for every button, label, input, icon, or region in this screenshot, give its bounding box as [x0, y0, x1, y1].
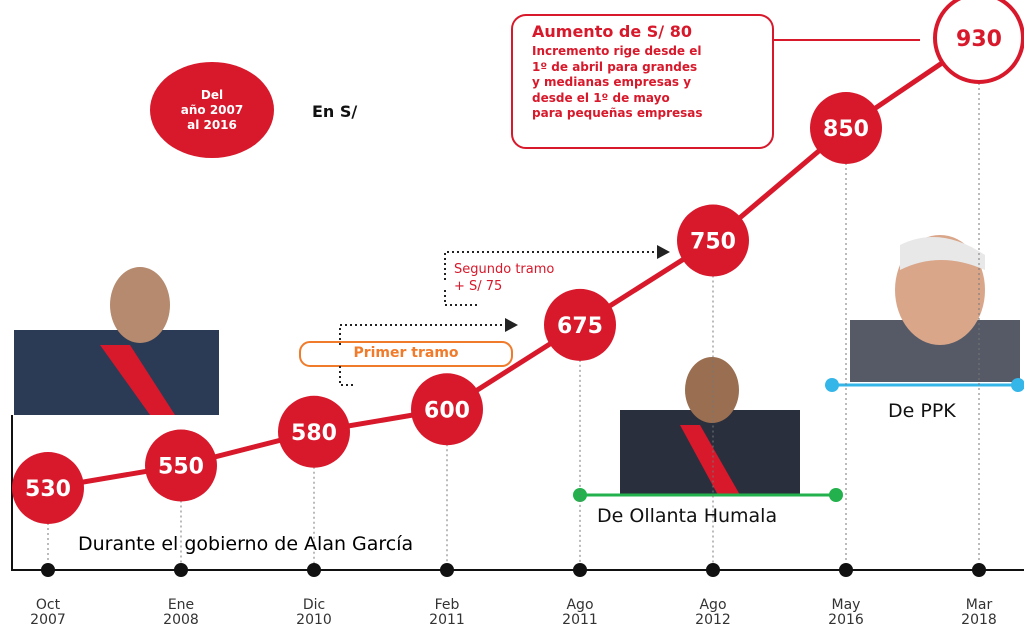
axis-dot — [307, 563, 321, 577]
axis-dot — [972, 563, 986, 577]
unit-note: En S/ — [312, 102, 358, 121]
annotation-box — [299, 341, 513, 367]
axis-dot — [174, 563, 188, 577]
x-tick-label: Dic 2010 — [296, 597, 332, 628]
annotation: Segundo tramo + S/ 75 — [454, 262, 555, 294]
value-label: 550 — [158, 455, 204, 480]
axis-dot — [440, 563, 454, 577]
x-tick-label: Ago 2011 — [562, 597, 598, 628]
axis-dot — [706, 563, 720, 577]
point — [278, 395, 350, 468]
period-label: Durante el gobierno de Alan García — [78, 533, 414, 555]
photo-garcia — [14, 267, 219, 415]
period-label: De PPK — [888, 400, 956, 422]
badge-text: Del año 2007 al 2016 — [180, 88, 244, 132]
badge-circle — [150, 62, 274, 158]
value-label: 930 — [956, 27, 1002, 52]
arrow — [339, 366, 356, 386]
x-tick-label: Ene 2008 — [163, 597, 199, 628]
callout-title: Aumento de S/ 80 — [532, 22, 692, 41]
x-tick-label: Mar 2018 — [961, 597, 997, 628]
value-label: 600 — [424, 398, 470, 423]
x-tick-label: Ago 2012 — [695, 597, 731, 628]
axis-dot — [839, 563, 853, 577]
period-dot — [825, 378, 839, 392]
point — [12, 452, 84, 524]
axis-dot — [41, 563, 55, 577]
x-tick-label: Oct 2007 — [30, 597, 66, 628]
annotation: Primer tramo — [353, 345, 459, 361]
point — [677, 204, 749, 277]
arrowhead — [505, 318, 518, 332]
arrowhead — [657, 245, 670, 259]
value-label: 580 — [291, 421, 337, 446]
period-dot — [829, 488, 843, 502]
point — [810, 92, 882, 164]
callout-text: Incremento rige desde el 1º de abril par… — [532, 44, 703, 120]
value-label: 530 — [25, 477, 71, 502]
point — [544, 288, 616, 361]
x-tick-label: Feb 2011 — [429, 597, 465, 628]
arrow — [444, 251, 660, 306]
value-label: 850 — [823, 117, 869, 142]
period-label: De Ollanta Humala — [597, 505, 778, 527]
photo-ppk — [850, 235, 1020, 382]
photo-humala — [620, 357, 800, 495]
axis-line — [11, 415, 1024, 571]
callout-box — [511, 14, 774, 149]
period-dot — [1011, 378, 1024, 392]
axis-dot — [573, 563, 587, 577]
arrow — [339, 324, 510, 345]
x-tick-label: May 2016 — [828, 597, 864, 628]
point — [411, 373, 483, 446]
value-label: 750 — [690, 230, 736, 255]
point — [145, 429, 217, 502]
point — [933, 0, 1024, 84]
value-label: 675 — [557, 314, 603, 339]
